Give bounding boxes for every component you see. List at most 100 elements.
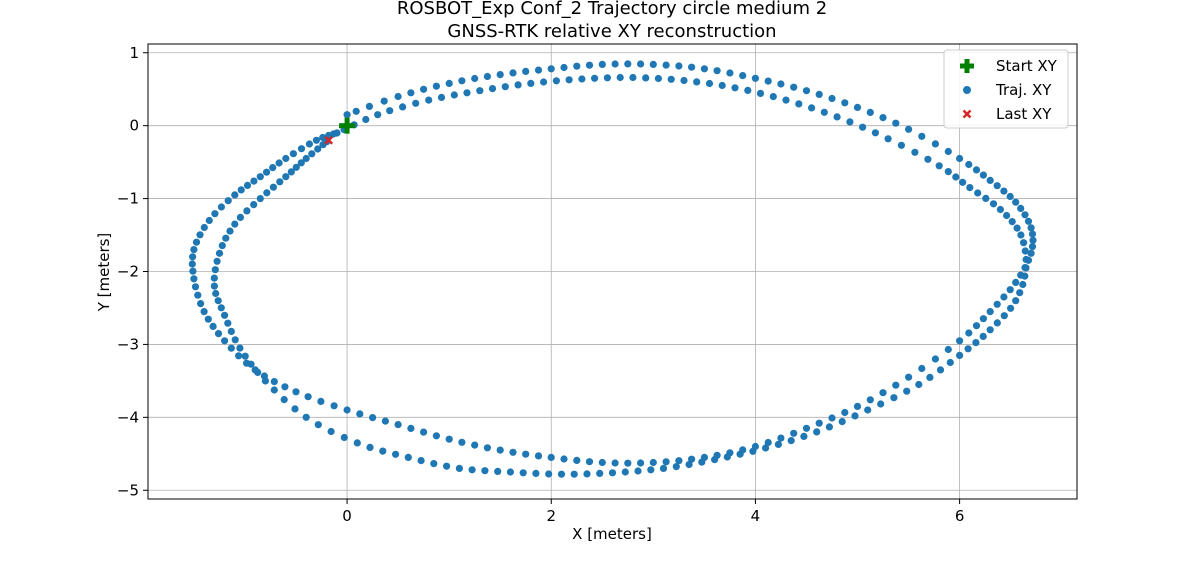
trajectory-point — [211, 210, 219, 218]
trajectory-point — [379, 447, 387, 455]
trajectory-point — [488, 85, 497, 93]
trajectory-point — [270, 386, 278, 394]
trajectory-point — [519, 469, 527, 477]
trajectory-point — [191, 283, 200, 291]
trajectory-point — [209, 322, 217, 330]
trajectory-point — [545, 470, 553, 478]
trajectory-point — [330, 402, 338, 410]
trajectory-point — [226, 227, 234, 235]
trajectory-point — [764, 77, 772, 85]
trajectory-point — [231, 220, 239, 228]
trajectory-point — [982, 194, 990, 202]
trajectory-point — [432, 82, 440, 90]
trajectory-point — [205, 216, 213, 225]
trajectory-point — [986, 308, 994, 316]
trajectory-point — [944, 345, 952, 354]
trajectory-point — [221, 337, 229, 345]
trajectory-point — [1006, 286, 1014, 294]
y-tick-label: 1 — [129, 44, 139, 62]
trajectory-point — [445, 79, 453, 87]
trajectory-point — [756, 89, 765, 97]
trajectory-point — [583, 470, 591, 478]
trajectory-point — [412, 99, 420, 107]
trajectory-point — [966, 184, 974, 192]
trajectory-point — [254, 368, 262, 376]
trajectory-point — [918, 132, 926, 140]
trajectory-point — [1008, 218, 1016, 226]
trajectory-point — [211, 266, 219, 274]
trajectory-point — [946, 358, 954, 367]
trajectory-point — [944, 168, 952, 176]
trajectory-point — [308, 150, 316, 158]
trajectory-point — [282, 173, 290, 181]
trajectory-point — [200, 223, 208, 232]
y-tick-label: 0 — [129, 117, 139, 135]
trajectory-point — [979, 171, 988, 179]
trajectory-point — [598, 60, 606, 68]
trajectory-point — [751, 74, 760, 82]
trajectory-point — [312, 136, 320, 144]
trajectory-point — [292, 163, 300, 171]
trajectory-point — [305, 140, 313, 148]
trajectory-point — [585, 458, 594, 466]
trajectory-point — [1007, 304, 1015, 312]
trajectory-point — [956, 337, 964, 345]
trajectory-point — [247, 360, 255, 368]
trajectory-point — [749, 447, 757, 455]
trajectory-point — [897, 141, 906, 149]
trajectory-point — [986, 176, 994, 184]
chart-title: ROSBOT_Exp Conf_2 Trajectory circle medi… — [397, 0, 827, 19]
trajectory-point — [420, 428, 428, 436]
trajectory-point — [591, 74, 599, 82]
trajectory-point — [892, 381, 900, 389]
trajectory-point — [1027, 249, 1035, 257]
trajectory-point — [365, 102, 373, 110]
trajectory-point — [911, 148, 919, 156]
trajectory-point — [993, 182, 1001, 190]
trajectory-point — [685, 460, 693, 469]
trajectory-point — [506, 468, 514, 476]
trajectory-point — [534, 452, 543, 460]
trajectory-point — [557, 470, 566, 478]
trajectory-point — [1000, 187, 1008, 195]
trajectory-point — [250, 177, 258, 185]
trajectory-point — [777, 80, 785, 88]
trajectory-point — [802, 87, 811, 95]
trajectory-point — [585, 61, 594, 69]
trajectory-point — [672, 463, 680, 471]
trajectory-point — [764, 438, 772, 447]
trajectory-point — [276, 178, 284, 186]
trajectory-point — [210, 282, 218, 290]
trajectory-point — [263, 168, 271, 176]
trajectory-point — [1022, 255, 1030, 264]
trajectory-point — [972, 322, 981, 330]
trajectory-point — [425, 96, 433, 104]
trajectory-point — [846, 118, 854, 126]
trajectory-point — [407, 424, 415, 432]
trajectory-point — [292, 388, 300, 396]
trajectory-point — [662, 458, 670, 466]
trajectory-point — [353, 439, 361, 447]
trajectory-point — [282, 154, 290, 163]
trajectory-point — [243, 181, 252, 189]
trajectory-point — [200, 308, 208, 316]
trajectory-point — [494, 467, 502, 475]
trajectory-point — [352, 107, 360, 115]
trajectory-point — [800, 432, 808, 440]
trajectory-point — [993, 319, 1001, 327]
trajectory-point — [369, 414, 377, 422]
grid-lines — [148, 44, 1077, 499]
trajectory-point — [407, 89, 415, 97]
trajectory-point — [394, 92, 402, 101]
trajectory-point — [603, 74, 612, 82]
trajectory-point — [774, 440, 783, 448]
trajectory-point — [853, 103, 862, 111]
trajectory-point — [693, 78, 701, 86]
trajectory-point — [547, 65, 555, 73]
trajectory-point — [1028, 230, 1037, 238]
trajectory-point — [231, 191, 239, 199]
y-tick-label: −4 — [117, 408, 139, 426]
trajectory-point — [450, 91, 458, 99]
trajectory-point — [236, 213, 244, 221]
